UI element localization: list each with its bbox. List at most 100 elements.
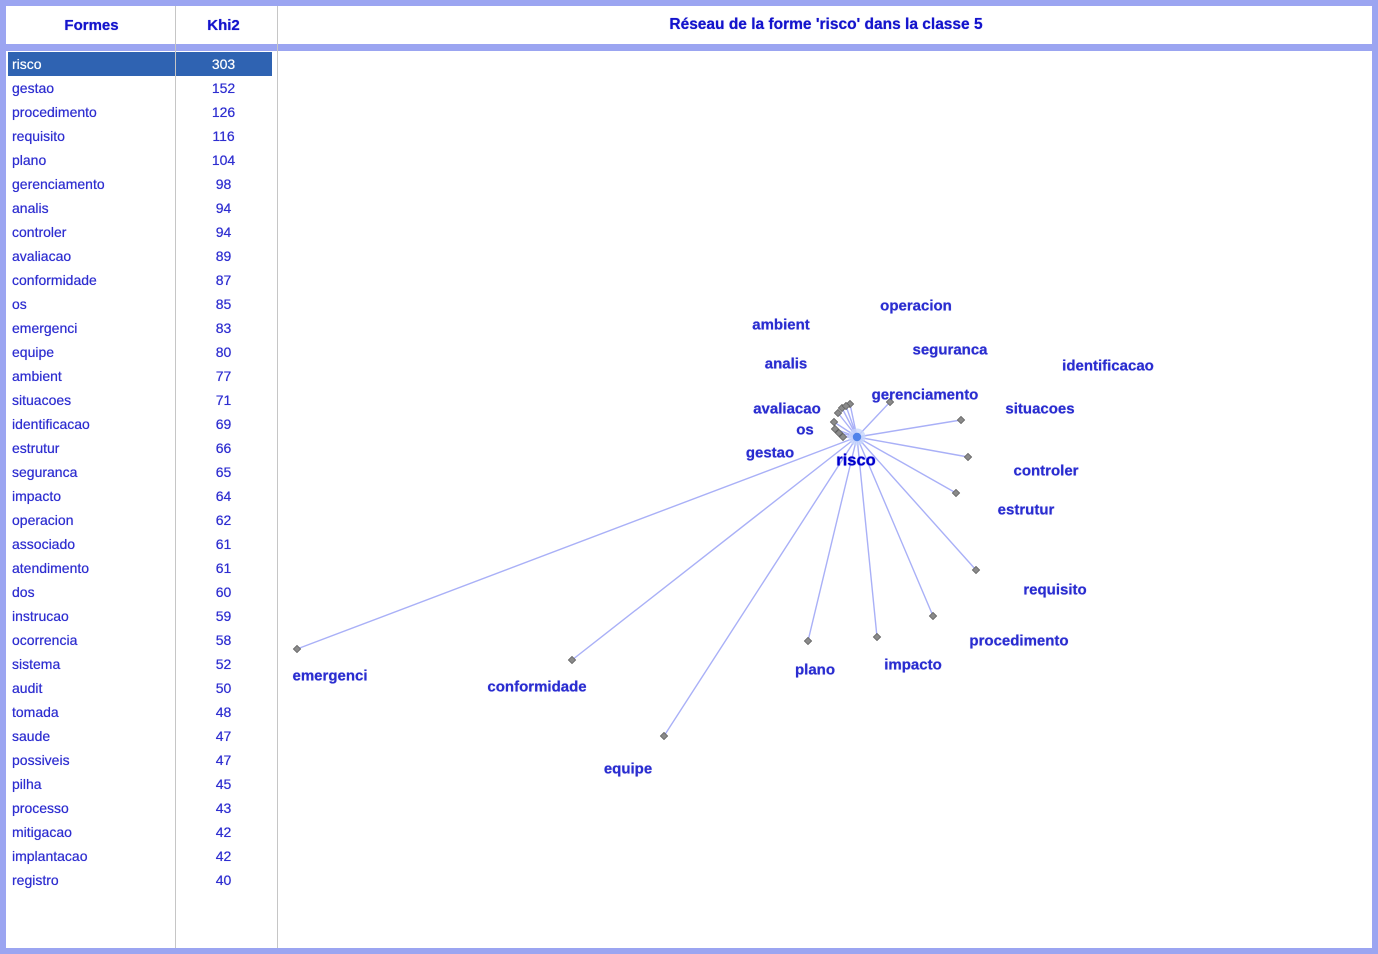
forme-label: plano bbox=[12, 152, 47, 168]
forme-label: implantacao bbox=[12, 848, 88, 864]
forme-label: associado bbox=[12, 536, 76, 552]
node-label[interactable]: gerenciamento bbox=[871, 386, 979, 404]
table-row[interactable]: associado 61 bbox=[8, 532, 272, 556]
table-row[interactable]: risco 303 bbox=[8, 52, 272, 76]
khi2-value: 48 bbox=[215, 704, 232, 720]
node-label[interactable]: analis bbox=[764, 355, 808, 373]
khi2-value: 87 bbox=[215, 272, 232, 288]
table-row[interactable]: identificacao 69 bbox=[8, 412, 272, 436]
forme-label: seguranca bbox=[12, 464, 78, 480]
khi2-value: 85 bbox=[215, 296, 232, 312]
khi2-value: 61 bbox=[215, 536, 232, 552]
table-row[interactable]: pilha 45 bbox=[8, 772, 272, 796]
node-label[interactable]: equipe bbox=[603, 760, 653, 778]
forme-label: procedimento bbox=[12, 104, 97, 120]
table-row[interactable]: saude 47 bbox=[8, 724, 272, 748]
khi2-value: 64 bbox=[215, 488, 232, 504]
khi2-value: 59 bbox=[215, 608, 232, 624]
table-row[interactable]: ambient 77 bbox=[8, 364, 272, 388]
table-row[interactable]: tomada 48 bbox=[8, 700, 272, 724]
khi2-value: 58 bbox=[215, 632, 232, 648]
column-separator bbox=[175, 6, 176, 948]
node-label[interactable]: procedimento bbox=[969, 632, 1069, 650]
table-row[interactable]: emergenci 83 bbox=[8, 316, 272, 340]
forme-label: equipe bbox=[12, 344, 55, 360]
column-header-formes[interactable]: Formes bbox=[64, 16, 119, 34]
table-row[interactable]: ocorrencia 58 bbox=[8, 628, 272, 652]
table-row[interactable]: implantacao 42 bbox=[8, 844, 272, 868]
table-row[interactable]: possiveis 47 bbox=[8, 748, 272, 772]
node-label[interactable]: situacoes bbox=[1005, 400, 1075, 418]
node-label[interactable]: controler bbox=[1013, 462, 1079, 480]
table-row[interactable]: procedimento 126 bbox=[8, 100, 272, 124]
table-row[interactable]: requisito 116 bbox=[8, 124, 272, 148]
forme-label: requisito bbox=[12, 128, 65, 144]
table-row[interactable]: dos 60 bbox=[8, 580, 272, 604]
forme-label: mitigacao bbox=[12, 824, 72, 840]
forme-label: estrutur bbox=[12, 440, 60, 456]
node-label[interactable]: os bbox=[796, 421, 814, 439]
node-label[interactable]: impacto bbox=[884, 656, 942, 674]
table-row[interactable]: seguranca 65 bbox=[8, 460, 272, 484]
forme-label: gestao bbox=[12, 80, 55, 96]
khi2-value: 65 bbox=[215, 464, 232, 480]
node-label[interactable]: gestao bbox=[745, 444, 795, 462]
node-label[interactable]: avaliacao bbox=[753, 400, 821, 418]
forme-label: identificacao bbox=[12, 416, 90, 432]
forme-label: gerenciamento bbox=[12, 176, 105, 192]
forme-label: analis bbox=[12, 200, 49, 216]
forme-label: dos bbox=[12, 584, 35, 600]
khi2-value: 40 bbox=[215, 872, 232, 888]
table-row[interactable]: conformidade 87 bbox=[8, 268, 272, 292]
node-label[interactable]: ambient bbox=[752, 316, 810, 334]
table-row[interactable]: analis 94 bbox=[8, 196, 272, 220]
khi2-value: 47 bbox=[215, 728, 232, 744]
node-label[interactable]: estrutur bbox=[997, 501, 1055, 519]
table-row[interactable]: situacoes 71 bbox=[8, 388, 272, 412]
forme-label: emergenci bbox=[12, 320, 78, 336]
node-label[interactable]: operacion bbox=[880, 297, 952, 315]
khi2-value: 66 bbox=[215, 440, 232, 456]
khi2-value: 94 bbox=[215, 200, 232, 216]
table-row[interactable]: os 85 bbox=[8, 292, 272, 316]
table-row[interactable]: processo 43 bbox=[8, 796, 272, 820]
table-row[interactable]: impacto 64 bbox=[8, 484, 272, 508]
forme-label: os bbox=[12, 296, 27, 312]
khi2-value: 47 bbox=[215, 752, 232, 768]
formes-list: risco 303 gestao 152 procedimento 126 requisit… bbox=[8, 52, 272, 892]
forme-label: operacion bbox=[12, 512, 74, 528]
khi2-value: 42 bbox=[215, 848, 232, 864]
table-row[interactable]: estrutur 66 bbox=[8, 436, 272, 460]
table-row[interactable]: audit 50 bbox=[8, 676, 272, 700]
khi2-value: 152 bbox=[211, 80, 236, 96]
khi2-value: 60 bbox=[215, 584, 232, 600]
node-label[interactable]: identificacao bbox=[1062, 357, 1154, 375]
khi2-value: 80 bbox=[215, 344, 232, 360]
khi2-value: 94 bbox=[215, 224, 232, 240]
forme-label: ocorrencia bbox=[12, 632, 78, 648]
column-header-khi2[interactable]: Khi2 bbox=[207, 16, 240, 34]
khi2-value: 303 bbox=[211, 56, 236, 72]
table-row[interactable]: controler 94 bbox=[8, 220, 272, 244]
node-label[interactable]: requisito bbox=[1023, 581, 1087, 599]
table-row[interactable]: instrucao 59 bbox=[8, 604, 272, 628]
table-row[interactable]: avaliacao 89 bbox=[8, 244, 272, 268]
table-row[interactable]: plano 104 bbox=[8, 148, 272, 172]
node-label[interactable]: seguranca bbox=[912, 341, 988, 359]
node-label[interactable]: conformidade bbox=[487, 678, 587, 696]
table-row[interactable]: gestao 152 bbox=[8, 76, 272, 100]
header-divider bbox=[0, 44, 1378, 51]
forme-label: avaliacao bbox=[12, 248, 72, 264]
center-word-label[interactable]: risco bbox=[836, 451, 876, 470]
table-row[interactable]: operacion 62 bbox=[8, 508, 272, 532]
table-row[interactable]: mitigacao 42 bbox=[8, 820, 272, 844]
table-row[interactable]: sistema 52 bbox=[8, 652, 272, 676]
forme-label: audit bbox=[12, 680, 43, 696]
table-row[interactable]: gerenciamento 98 bbox=[8, 172, 272, 196]
table-row[interactable]: registro 40 bbox=[8, 868, 272, 892]
node-label[interactable]: emergenci bbox=[292, 667, 368, 685]
forme-label: instrucao bbox=[12, 608, 69, 624]
node-label[interactable]: plano bbox=[795, 661, 835, 679]
table-row[interactable]: equipe 80 bbox=[8, 340, 272, 364]
table-row[interactable]: atendimento 61 bbox=[8, 556, 272, 580]
